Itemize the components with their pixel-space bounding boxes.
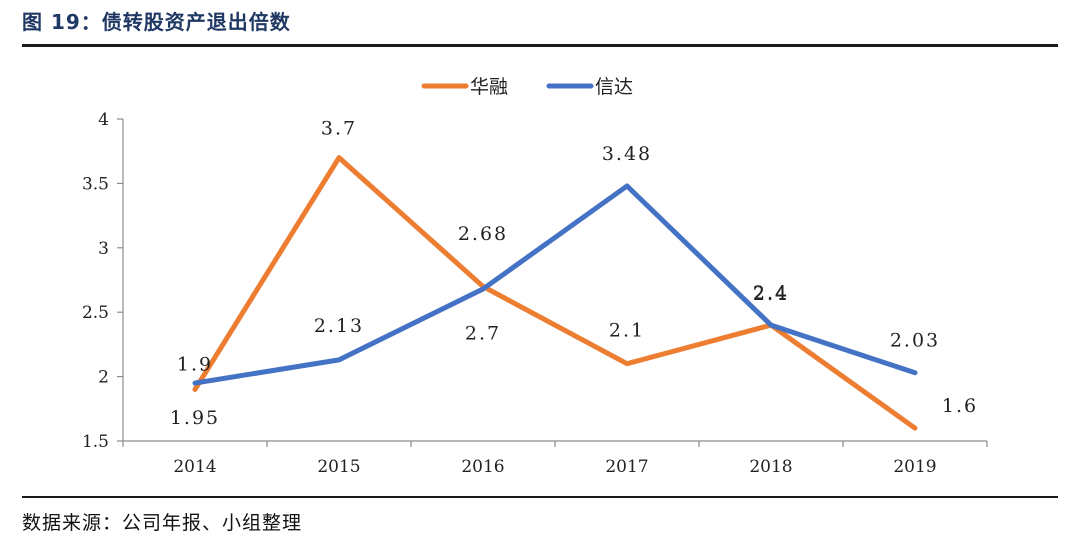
source-note: 数据来源：公司年报、小组整理 bbox=[22, 512, 303, 534]
data-label: 1.6 bbox=[942, 395, 978, 417]
y-tick-label: 2 bbox=[98, 368, 109, 388]
data-label: 2.13 bbox=[314, 315, 364, 337]
y-tick-label: 2.5 bbox=[82, 303, 109, 323]
legend-label-2: 信达 bbox=[595, 76, 633, 98]
top-rule bbox=[22, 44, 1058, 47]
chart-lines bbox=[192, 155, 918, 431]
series-line-2 bbox=[192, 183, 918, 386]
data-label: 2.03 bbox=[890, 330, 940, 352]
y-tick-label: 3 bbox=[98, 239, 109, 259]
series-line-1 bbox=[192, 155, 918, 431]
data-label: 2.1 bbox=[609, 320, 645, 342]
x-tick-label: 2014 bbox=[173, 457, 216, 477]
chart-data-labels: 1.93.72.7 2.12.41.61.952.132.683.482.42.0… bbox=[170, 118, 978, 429]
data-label: 2.4 bbox=[753, 282, 789, 304]
data-label: 3.48 bbox=[602, 143, 652, 165]
data-label: 1.9 bbox=[177, 353, 213, 375]
data-label: 2.7 bbox=[465, 322, 501, 344]
data-label: 2.68 bbox=[458, 223, 508, 245]
chart-legend: 华融 信达 bbox=[421, 76, 633, 98]
x-tick-label: 2018 bbox=[749, 457, 792, 477]
x-tick-label: 2017 bbox=[605, 457, 648, 477]
legend-label-1: 华融 bbox=[470, 76, 508, 98]
x-tick-label: 2015 bbox=[317, 457, 360, 477]
y-tick-label: 3.5 bbox=[82, 174, 109, 194]
x-tick-label: 2019 bbox=[893, 457, 936, 477]
data-label: 2.4 bbox=[753, 283, 789, 305]
data-label: 1.95 bbox=[170, 407, 220, 429]
chart-axes bbox=[122, 119, 987, 442]
figure-title: 图 19：债转股资产退出倍数 bbox=[22, 10, 291, 34]
chart-ticks: 1.5 2 2.5 3 3.5 4 2014 2015 2016 2017 2018 2019 bbox=[82, 110, 988, 477]
y-tick-label: 4 bbox=[98, 110, 109, 130]
x-tick-label: 2016 bbox=[461, 457, 504, 477]
bottom-rule bbox=[22, 496, 1058, 498]
data-label: 3.7 bbox=[321, 118, 357, 140]
y-tick-label: 1.5 bbox=[82, 432, 109, 452]
